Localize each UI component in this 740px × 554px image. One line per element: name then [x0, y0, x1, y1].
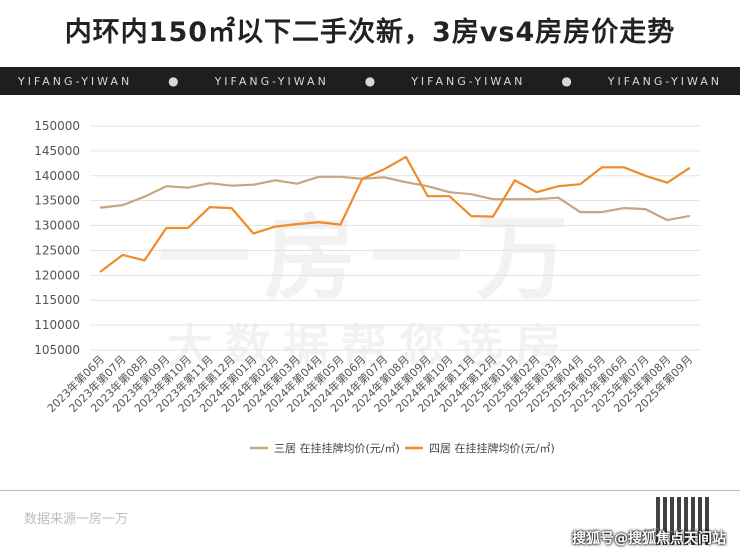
watermark-logo-text: 一房一万 [158, 205, 582, 312]
bullet-icon: ● [561, 74, 572, 88]
series-lines [99, 155, 691, 273]
y-tick-label: 115000 [34, 293, 80, 307]
brand-text: YIFANG-YIWAN [214, 74, 329, 88]
qr-code-icon [656, 497, 710, 545]
footer-credit: 搜狐号@搜狐焦点天间站 [572, 531, 726, 547]
legend-label: 四居 在挂挂牌均价(元/㎡) [429, 441, 555, 455]
y-tick-label: 145000 [34, 144, 80, 158]
y-tick-label: 130000 [34, 219, 80, 233]
y-tick-label: 140000 [34, 169, 80, 183]
brand-text: YIFANG-YIWAN [411, 74, 526, 88]
footer-divider [0, 490, 740, 491]
series-line-2 [99, 155, 691, 273]
x-axis: 2023年第06月2023年第07月2023年第08月2023年第09月2023… [44, 352, 695, 415]
y-tick-label: 110000 [34, 318, 80, 332]
y-tick-label: 125000 [34, 243, 80, 257]
grid-lines [90, 125, 700, 351]
y-axis: 105000 110000 115000 120000 125000 130000 1350… [34, 119, 80, 357]
legend: 三居 在挂挂牌均价(元/㎡) 四居 在挂挂牌均价(元/㎡) [250, 441, 555, 455]
series-line-1 [99, 175, 691, 222]
watermark-slogan-text: 大数据帮您选房 [167, 319, 573, 373]
data-source: 数据来源一房一万 [24, 512, 129, 527]
y-tick-label: 135000 [34, 194, 80, 208]
qr-label: 扫码 · 一房一万 [644, 528, 700, 537]
page-title: 内环内150㎡以下二手次新，3房vs4房房价走势 [64, 17, 676, 48]
bullet-icon: ● [168, 74, 179, 88]
y-tick-label: 120000 [34, 268, 80, 282]
brand-text: YIFANG-YIWAN [607, 74, 723, 88]
bullet-icon: ● [364, 74, 376, 88]
brand-bar: YIFANG-YIWAN ● YIFANG-YIWAN ● YIFANG-YIW… [0, 67, 740, 95]
brand-text: YIFANG-YIWAN [17, 74, 133, 88]
y-tick-label: 150000 [34, 119, 80, 133]
y-tick-label: 105000 [34, 343, 80, 357]
chart-container: 一房一万大数据帮您选房 105000 110000 115000 120000 1250… [0, 100, 740, 480]
legend-label: 三居 在挂挂牌均价(元/㎡) [274, 441, 400, 455]
